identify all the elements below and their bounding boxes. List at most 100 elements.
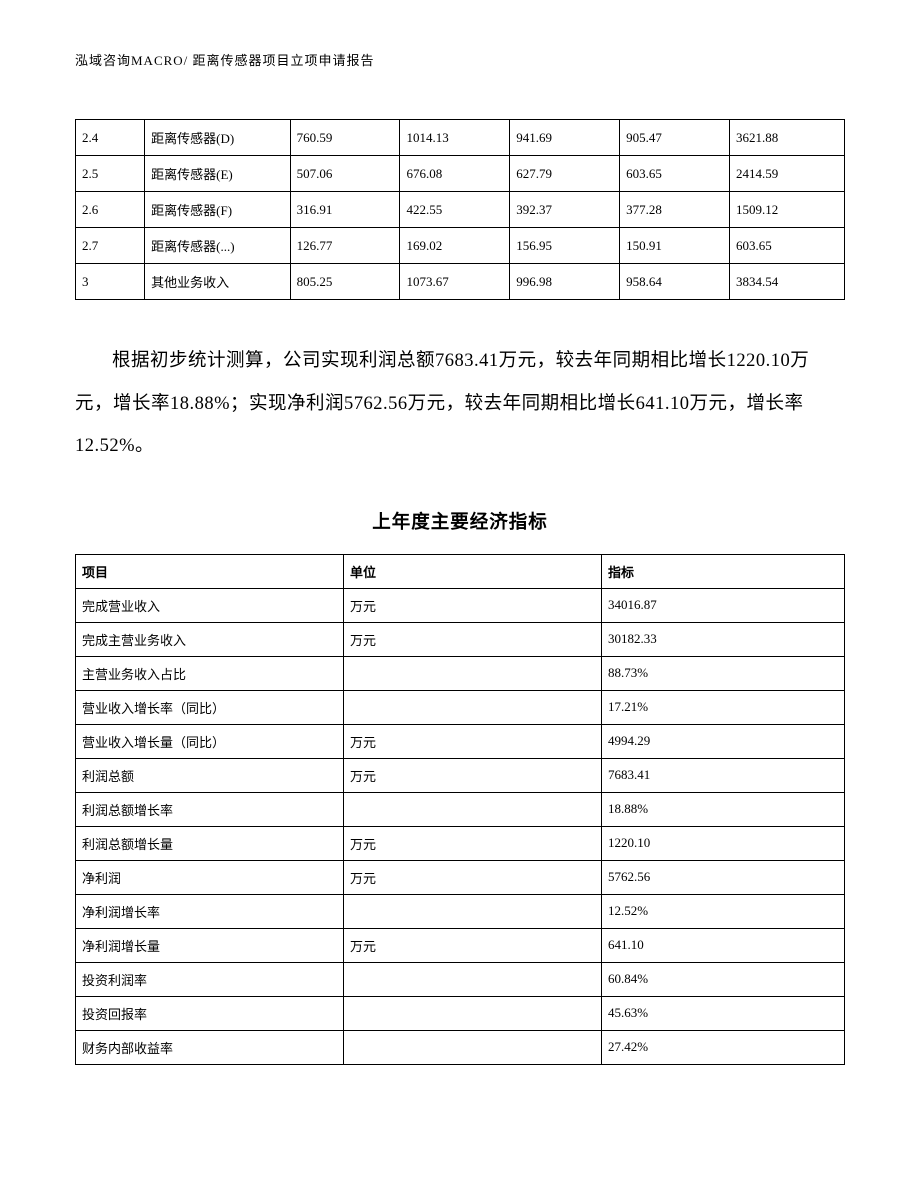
table-cell: 利润总额增长率 [76, 792, 344, 826]
section-title: 上年度主要经济指标 [75, 508, 845, 534]
table-cell: 其他业务收入 [145, 264, 290, 300]
table-row: 财务内部收益率 27.42% [76, 1030, 845, 1064]
table-cell: 净利润增长量 [76, 928, 344, 962]
table-cell: 财务内部收益率 [76, 1030, 344, 1064]
table-row: 营业收入增长率（同比）17.21% [76, 690, 845, 724]
table-row: 利润总额万元7683.41 [76, 758, 845, 792]
table-row: 净利润增长率 12.52% [76, 894, 845, 928]
table-cell: 7683.41 [602, 758, 845, 792]
table-cell [344, 656, 602, 690]
table-row: 2.4距离传感器(D)760.591014.13941.69905.473621… [76, 120, 845, 156]
table-cell: 12.52% [602, 894, 845, 928]
table-row: 投资回报率45.63% [76, 996, 845, 1030]
table-cell [344, 996, 602, 1030]
table-cell: 距离传感器(F) [145, 192, 290, 228]
indicator-header-value: 指标 [602, 554, 845, 588]
table-cell: 88.73% [602, 656, 845, 690]
table-row: 完成营业收入万元34016.87 [76, 588, 845, 622]
indicator-header-row: 项目 单位 指标 [76, 554, 845, 588]
summary-paragraph: 根据初步统计测算，公司实现利润总额7683.41万元，较去年同期相比增长1220… [75, 340, 845, 468]
table-cell: 2414.59 [729, 156, 844, 192]
table-row: 利润总额增长率 18.88% [76, 792, 845, 826]
table-cell: 1014.13 [400, 120, 510, 156]
table-cell: 1073.67 [400, 264, 510, 300]
table-row: 净利润增长量万元641.10 [76, 928, 845, 962]
table-cell [344, 1030, 602, 1064]
table-row: 营业收入增长量（同比）万元4994.29 [76, 724, 845, 758]
table-cell: 507.06 [290, 156, 400, 192]
table-cell: 2.4 [76, 120, 145, 156]
table-cell: 万元 [344, 724, 602, 758]
table-cell: 完成营业收入 [76, 588, 344, 622]
income-table: 2.4距离传感器(D)760.591014.13941.69905.473621… [75, 119, 845, 300]
table-cell [344, 690, 602, 724]
table-cell: 422.55 [400, 192, 510, 228]
table-cell: 2.7 [76, 228, 145, 264]
table-row: 投资利润率 60.84% [76, 962, 845, 996]
table-cell: 126.77 [290, 228, 400, 264]
table-row: 2.5距离传感器(E)507.06676.08627.79603.652414.… [76, 156, 845, 192]
table-cell: 营业收入增长量（同比） [76, 724, 344, 758]
table-cell: 150.91 [620, 228, 730, 264]
table-cell: 30182.33 [602, 622, 845, 656]
table-cell: 905.47 [620, 120, 730, 156]
table-cell: 627.79 [510, 156, 620, 192]
indicator-table: 项目 单位 指标 完成营业收入万元34016.87完成主营业务收入万元30182… [75, 554, 845, 1065]
table-cell: 641.10 [602, 928, 845, 962]
table-cell: 净利润增长率 [76, 894, 344, 928]
table-cell: 377.28 [620, 192, 730, 228]
table-row: 完成主营业务收入万元30182.33 [76, 622, 845, 656]
table-cell: 17.21% [602, 690, 845, 724]
table-cell: 投资利润率 [76, 962, 344, 996]
table-cell: 941.69 [510, 120, 620, 156]
document-page: 泓域咨询MACRO/ 距离传感器项目立项申请报告 2.4距离传感器(D)760.… [0, 0, 920, 1115]
table-cell: 1509.12 [729, 192, 844, 228]
table-cell: 958.64 [620, 264, 730, 300]
table-cell: 760.59 [290, 120, 400, 156]
table-cell: 156.95 [510, 228, 620, 264]
table-cell: 距离传感器(...) [145, 228, 290, 264]
table-cell: 利润总额 [76, 758, 344, 792]
table-cell: 万元 [344, 622, 602, 656]
indicator-table-body: 完成营业收入万元34016.87完成主营业务收入万元30182.33主营业务收入… [76, 588, 845, 1064]
table-cell: 392.37 [510, 192, 620, 228]
table-cell: 3834.54 [729, 264, 844, 300]
table-cell: 316.91 [290, 192, 400, 228]
table-row: 主营业务收入占比 88.73% [76, 656, 845, 690]
table-row: 2.7距离传感器(...)126.77169.02156.95150.91603… [76, 228, 845, 264]
table-cell: 1220.10 [602, 826, 845, 860]
table-cell: 净利润 [76, 860, 344, 894]
table-cell: 完成主营业务收入 [76, 622, 344, 656]
table-cell: 万元 [344, 758, 602, 792]
table-cell: 27.42% [602, 1030, 845, 1064]
table-cell: 3621.88 [729, 120, 844, 156]
table-cell: 2.6 [76, 192, 145, 228]
table-cell [344, 894, 602, 928]
table-cell: 4994.29 [602, 724, 845, 758]
indicator-header-item: 项目 [76, 554, 344, 588]
page-header: 泓域咨询MACRO/ 距离传感器项目立项申请报告 [75, 50, 845, 69]
table-cell: 603.65 [620, 156, 730, 192]
table-cell [344, 962, 602, 996]
table-cell: 距离传感器(E) [145, 156, 290, 192]
table-row: 净利润万元5762.56 [76, 860, 845, 894]
indicator-header-unit: 单位 [344, 554, 602, 588]
table-cell: 3 [76, 264, 145, 300]
table-cell: 万元 [344, 860, 602, 894]
table-cell: 805.25 [290, 264, 400, 300]
table-cell [344, 792, 602, 826]
table-row: 利润总额增长量万元1220.10 [76, 826, 845, 860]
table-cell: 利润总额增长量 [76, 826, 344, 860]
table-cell: 主营业务收入占比 [76, 656, 344, 690]
table-cell: 18.88% [602, 792, 845, 826]
income-table-body: 2.4距离传感器(D)760.591014.13941.69905.473621… [76, 120, 845, 300]
table-cell: 45.63% [602, 996, 845, 1030]
table-cell: 996.98 [510, 264, 620, 300]
table-cell: 60.84% [602, 962, 845, 996]
table-cell: 2.5 [76, 156, 145, 192]
table-cell: 676.08 [400, 156, 510, 192]
table-row: 3其他业务收入805.251073.67996.98958.643834.54 [76, 264, 845, 300]
table-cell: 169.02 [400, 228, 510, 264]
table-cell: 万元 [344, 588, 602, 622]
table-cell: 万元 [344, 928, 602, 962]
